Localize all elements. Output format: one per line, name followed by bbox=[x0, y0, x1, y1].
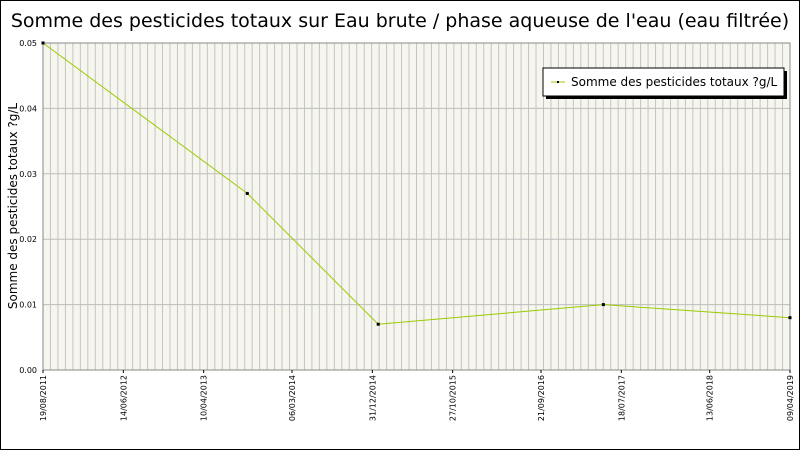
x-tick-labels: 19/08/2011 14/06/2012 10/04/2013 06/03/2014… bbox=[39, 375, 795, 421]
y-tick-label: 0.03 bbox=[19, 170, 37, 179]
x-tick-label: 10/04/2013 bbox=[200, 375, 209, 421]
x-tick-label: 27/10/2015 bbox=[449, 375, 458, 421]
x-tick-label: 18/07/2017 bbox=[617, 375, 626, 421]
y-tick-label: 0.00 bbox=[19, 366, 37, 375]
data-point bbox=[245, 191, 249, 195]
data-point bbox=[601, 303, 605, 307]
plot-frame bbox=[42, 42, 791, 371]
y-tick-label: 0.04 bbox=[19, 104, 37, 113]
y-tick-labels: 0.00 0.01 0.02 0.03 0.04 0.05 bbox=[19, 39, 37, 375]
y-tick-label: 0.05 bbox=[19, 39, 37, 48]
legend-entry-label: Somme des pesticides totaux ?g/L bbox=[571, 75, 778, 89]
x-tick-label: 31/12/2014 bbox=[368, 375, 377, 421]
x-tick-label: 13/06/2018 bbox=[706, 375, 715, 421]
y-tick-label: 0.02 bbox=[19, 235, 37, 244]
legend: Somme des pesticides totaux ?g/L bbox=[542, 67, 787, 99]
data-point bbox=[788, 316, 792, 320]
data-point bbox=[41, 41, 45, 45]
data-point bbox=[376, 322, 380, 326]
x-tick-label: 21/09/2016 bbox=[537, 375, 546, 421]
legend-box bbox=[542, 67, 785, 97]
legend-marker-swatch bbox=[557, 81, 559, 83]
x-tick-label: 06/03/2014 bbox=[288, 375, 297, 421]
y-tick-label: 0.01 bbox=[19, 301, 37, 310]
series-layer bbox=[41, 41, 792, 326]
x-tick-label: 14/06/2012 bbox=[119, 375, 128, 421]
chart-title: Somme des pesticides totaux sur Eau brut… bbox=[11, 10, 789, 32]
x-tick-label: 19/08/2011 bbox=[39, 375, 48, 421]
axes bbox=[42, 42, 791, 373]
y-axis-label: Somme des pesticides totaux ?g/L bbox=[6, 103, 20, 310]
x-tick-label: 09/04/2019 bbox=[786, 375, 795, 421]
